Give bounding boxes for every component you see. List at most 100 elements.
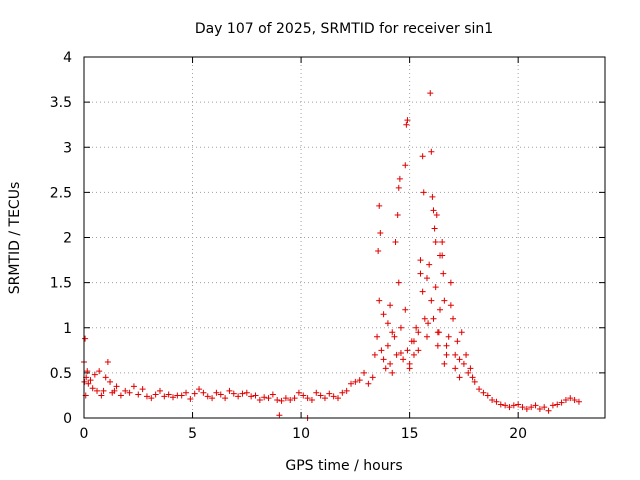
data-point bbox=[417, 257, 424, 264]
x-tick-label: 0 bbox=[80, 426, 89, 442]
data-point bbox=[430, 207, 437, 214]
data-point bbox=[376, 297, 383, 304]
data-point bbox=[91, 371, 98, 378]
data-point bbox=[222, 395, 229, 402]
data-point bbox=[392, 239, 399, 246]
data-point bbox=[506, 404, 513, 411]
data-point bbox=[428, 297, 435, 304]
data-point bbox=[196, 386, 203, 393]
data-point bbox=[456, 374, 463, 381]
data-point bbox=[435, 329, 442, 336]
data-point bbox=[107, 378, 114, 385]
data-point bbox=[304, 395, 311, 402]
data-point bbox=[575, 398, 582, 405]
x-tick-label: 5 bbox=[188, 426, 197, 442]
data-point bbox=[406, 360, 413, 367]
data-point bbox=[437, 252, 444, 259]
data-point bbox=[85, 380, 92, 387]
data-point bbox=[460, 360, 467, 367]
data-point bbox=[111, 387, 118, 394]
data-point bbox=[204, 393, 211, 400]
data-point bbox=[235, 393, 242, 400]
data-point bbox=[165, 391, 172, 398]
data-point bbox=[434, 342, 441, 349]
x-tick-label: 15 bbox=[401, 426, 419, 442]
data-point bbox=[415, 347, 422, 354]
data-point bbox=[308, 396, 315, 403]
data-point bbox=[410, 351, 417, 358]
y-tick-label: 0.5 bbox=[50, 366, 72, 382]
data-point bbox=[248, 393, 255, 400]
y-tick-label: 1.5 bbox=[50, 276, 72, 292]
data-point bbox=[369, 374, 376, 381]
data-point bbox=[384, 342, 391, 349]
data-point bbox=[397, 350, 404, 357]
data-point bbox=[183, 389, 190, 396]
data-point bbox=[447, 302, 454, 309]
x-tick-label: 10 bbox=[292, 426, 310, 442]
data-point bbox=[545, 407, 552, 414]
data-point bbox=[523, 405, 530, 412]
data-points bbox=[81, 90, 582, 421]
data-point bbox=[217, 391, 224, 398]
data-point bbox=[104, 359, 111, 366]
data-point bbox=[330, 393, 337, 400]
x-tick-label: 20 bbox=[509, 426, 527, 442]
data-point bbox=[170, 394, 177, 401]
data-point bbox=[515, 401, 522, 408]
data-point bbox=[371, 351, 378, 358]
data-point bbox=[452, 365, 459, 372]
data-point bbox=[393, 351, 400, 358]
data-point bbox=[571, 396, 578, 403]
data-point bbox=[148, 395, 155, 402]
data-point bbox=[404, 117, 411, 124]
data-point bbox=[400, 356, 407, 363]
data-point bbox=[291, 395, 298, 402]
data-point bbox=[443, 351, 450, 358]
data-point bbox=[375, 248, 382, 255]
y-tick-label: 1 bbox=[63, 321, 72, 337]
data-point bbox=[419, 153, 426, 160]
data-point bbox=[427, 90, 434, 97]
data-point bbox=[567, 395, 574, 402]
data-point bbox=[558, 399, 565, 406]
data-point bbox=[226, 387, 233, 394]
data-point bbox=[343, 387, 350, 394]
data-point bbox=[334, 395, 341, 402]
data-point bbox=[102, 374, 109, 381]
data-point bbox=[377, 229, 384, 236]
data-point bbox=[256, 396, 263, 403]
data-point bbox=[484, 392, 491, 399]
data-point bbox=[126, 389, 133, 396]
data-point bbox=[117, 392, 124, 399]
data-point bbox=[493, 398, 500, 405]
data-point bbox=[394, 211, 401, 218]
data-point bbox=[428, 148, 435, 155]
data-point bbox=[389, 329, 396, 336]
data-point bbox=[265, 395, 272, 402]
data-point bbox=[113, 383, 120, 390]
data-point bbox=[562, 396, 569, 403]
data-point bbox=[239, 390, 246, 397]
data-point bbox=[295, 389, 302, 396]
data-point bbox=[389, 369, 396, 376]
data-point bbox=[426, 261, 433, 268]
data-point bbox=[489, 396, 496, 403]
y-tick-label: 3 bbox=[63, 140, 72, 156]
data-point bbox=[432, 239, 439, 246]
data-point bbox=[480, 389, 487, 396]
data-point bbox=[213, 389, 220, 396]
data-point bbox=[191, 390, 198, 397]
data-point bbox=[98, 392, 105, 399]
data-point bbox=[139, 386, 146, 393]
data-point bbox=[397, 324, 404, 331]
y-tick-label: 0 bbox=[63, 411, 72, 427]
data-point bbox=[458, 329, 465, 336]
data-point bbox=[469, 374, 476, 381]
data-point bbox=[439, 239, 446, 246]
data-point bbox=[187, 396, 194, 403]
data-point bbox=[161, 393, 168, 400]
data-point bbox=[380, 311, 387, 318]
data-point bbox=[476, 386, 483, 393]
data-point bbox=[415, 329, 422, 336]
